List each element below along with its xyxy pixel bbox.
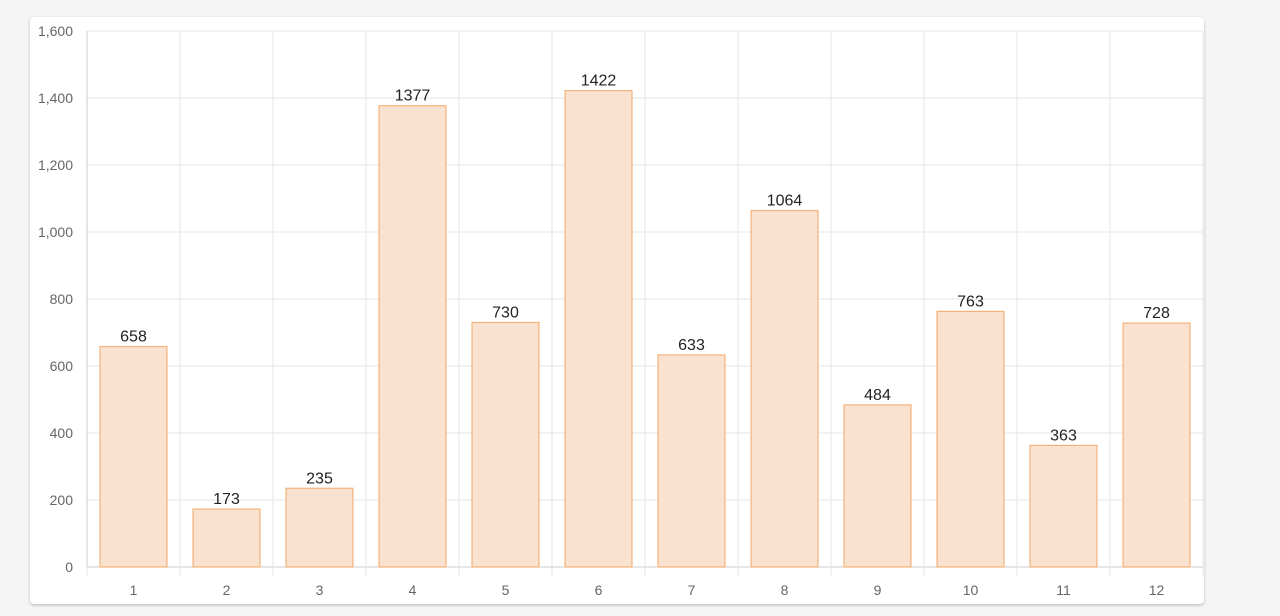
bar bbox=[378, 105, 447, 568]
x-tick-label: 9 bbox=[874, 582, 882, 598]
bar bbox=[99, 345, 168, 568]
x-tick-label: 8 bbox=[781, 582, 789, 598]
bar bbox=[192, 508, 261, 568]
x-tick-label: 6 bbox=[595, 582, 603, 598]
y-tick-label: 1,600 bbox=[38, 23, 73, 39]
y-tick-label: 800 bbox=[50, 291, 74, 307]
y-tick-label: 0 bbox=[65, 559, 73, 575]
data-label: 1377 bbox=[395, 88, 431, 105]
x-tick-label: 7 bbox=[688, 582, 696, 598]
bar bbox=[564, 90, 633, 568]
x-tick-label: 5 bbox=[502, 582, 510, 598]
bar bbox=[657, 354, 726, 568]
data-label: 633 bbox=[678, 337, 705, 354]
data-label: 363 bbox=[1050, 427, 1077, 444]
bar bbox=[285, 487, 354, 568]
x-tick-label: 2 bbox=[223, 582, 231, 598]
bar bbox=[471, 321, 540, 568]
x-tick-label: 11 bbox=[1056, 582, 1071, 598]
y-tick-label: 600 bbox=[50, 358, 74, 374]
bar bbox=[750, 209, 819, 568]
bar bbox=[843, 404, 912, 568]
x-tick-label: 12 bbox=[1149, 582, 1165, 598]
data-label: 728 bbox=[1143, 305, 1170, 322]
data-label: 763 bbox=[957, 293, 984, 310]
x-tick-label: 4 bbox=[409, 582, 417, 598]
data-label: 484 bbox=[864, 387, 891, 404]
bar bbox=[936, 310, 1005, 568]
bar bbox=[1029, 444, 1098, 568]
data-label: 235 bbox=[306, 470, 333, 487]
x-tick-label: 1 bbox=[130, 582, 138, 598]
data-label: 730 bbox=[492, 304, 519, 321]
data-label: 1422 bbox=[581, 73, 617, 90]
data-label: 658 bbox=[120, 329, 147, 346]
x-tick-label: 3 bbox=[316, 582, 324, 598]
y-tick-label: 1,200 bbox=[38, 157, 73, 173]
y-tick-label: 1,400 bbox=[38, 90, 73, 106]
bar bbox=[1122, 322, 1191, 568]
y-tick-label: 400 bbox=[50, 425, 74, 441]
y-tick-label: 1,000 bbox=[38, 224, 73, 240]
y-tick-label: 200 bbox=[50, 492, 74, 508]
x-tick-label: 10 bbox=[963, 582, 979, 598]
data-label: 1064 bbox=[767, 193, 803, 210]
data-label: 173 bbox=[213, 491, 240, 508]
